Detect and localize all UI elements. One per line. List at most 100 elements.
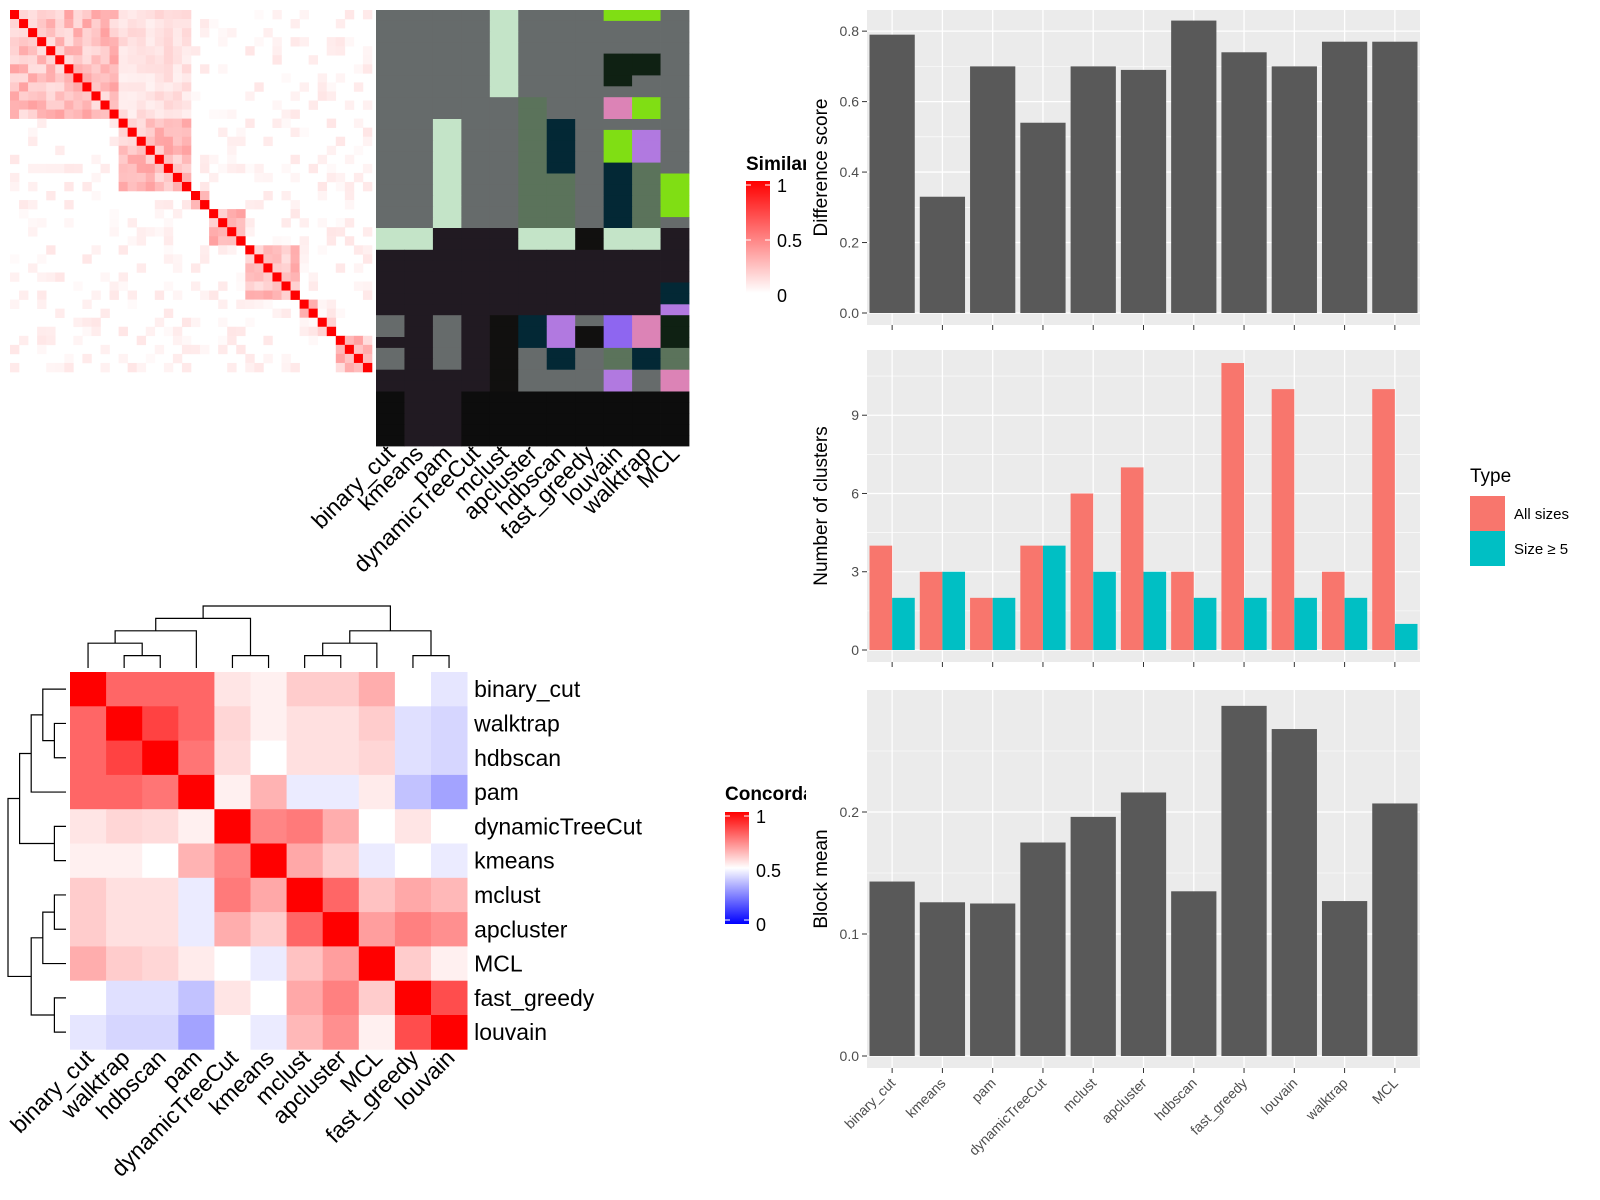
similarity-cell bbox=[335, 73, 346, 83]
similarity-cell bbox=[82, 37, 92, 47]
similarity-cell bbox=[290, 272, 300, 282]
partition-cell bbox=[432, 228, 462, 240]
similarity-cell bbox=[118, 28, 128, 38]
similarity-cell bbox=[290, 127, 300, 137]
similarity-cell bbox=[154, 10, 165, 20]
bar-all-sizes bbox=[1020, 545, 1043, 650]
partition-cell bbox=[489, 86, 519, 98]
similarity-cell bbox=[290, 263, 300, 273]
y-tick-label: 6 bbox=[851, 485, 859, 501]
similarity-cell bbox=[181, 55, 192, 65]
similarity-cell bbox=[227, 109, 237, 119]
partition-cell bbox=[632, 184, 661, 196]
dendrogram-branch bbox=[412, 655, 450, 668]
similarity-cell bbox=[181, 100, 192, 110]
similarity-cell bbox=[118, 272, 128, 282]
concordance-cell bbox=[178, 1015, 215, 1050]
similarity-cell bbox=[91, 37, 101, 47]
similarity-cell bbox=[254, 290, 264, 300]
similarity-cell bbox=[82, 46, 92, 56]
partition-cell bbox=[404, 424, 434, 436]
partition-cell bbox=[575, 315, 605, 327]
partition-cell bbox=[632, 228, 661, 240]
partition-cell bbox=[376, 260, 405, 272]
similarity-cell bbox=[100, 55, 110, 65]
similarity-cell bbox=[37, 335, 47, 346]
concordance-cell bbox=[358, 946, 396, 982]
partition-cell bbox=[632, 173, 661, 185]
partition-cell bbox=[461, 108, 491, 120]
partition-cell bbox=[461, 42, 491, 54]
concordance-cell bbox=[214, 877, 251, 913]
similarity-cell bbox=[227, 236, 237, 246]
partition-cell bbox=[575, 97, 605, 109]
similarity-cell bbox=[10, 344, 20, 355]
similarity-cell bbox=[118, 163, 128, 174]
bar-all-sizes bbox=[919, 571, 943, 650]
partition-cell bbox=[489, 217, 519, 229]
partition-cell bbox=[518, 238, 548, 251]
similarity-cell bbox=[263, 281, 273, 291]
concordance-cell bbox=[142, 980, 179, 1016]
similarity-cell bbox=[317, 218, 328, 228]
bar bbox=[1321, 41, 1368, 314]
partition-cell bbox=[432, 42, 462, 54]
partition-cell bbox=[432, 195, 462, 207]
similarity-cell bbox=[28, 37, 38, 47]
bar-size-ge-5 bbox=[1244, 597, 1267, 650]
similarity-cell bbox=[163, 64, 174, 74]
similarity-cell bbox=[353, 64, 364, 74]
similarity-cell bbox=[127, 28, 137, 38]
similarity-cell bbox=[236, 227, 246, 237]
partition-cell bbox=[461, 402, 491, 414]
partition-cell bbox=[404, 315, 434, 327]
concordance-cell bbox=[358, 809, 396, 844]
partition-cell bbox=[404, 162, 434, 174]
partition-cell bbox=[404, 358, 434, 371]
partition-cell bbox=[575, 293, 605, 305]
partition-cell bbox=[489, 64, 519, 76]
y-tick-label: 0 bbox=[851, 642, 859, 658]
similarity-cell bbox=[281, 236, 291, 246]
similarity-cell bbox=[353, 172, 364, 183]
similarity-cell bbox=[227, 145, 237, 156]
similarity-cell bbox=[200, 344, 210, 355]
similarity-cell bbox=[82, 55, 92, 65]
similarity-cell bbox=[362, 163, 373, 174]
similarity-cell bbox=[127, 55, 137, 65]
similarity-cell bbox=[263, 263, 273, 273]
partition-cell bbox=[376, 173, 405, 185]
similarity-cell bbox=[154, 109, 165, 119]
concordance-cell bbox=[106, 877, 143, 913]
x-tick-label: hdbscan bbox=[1151, 1075, 1200, 1124]
similarity-cell bbox=[326, 172, 337, 183]
similarity-cell bbox=[127, 19, 137, 29]
similarity-cell bbox=[19, 64, 29, 74]
similarity-cell bbox=[218, 236, 228, 246]
concordance-heatmap bbox=[70, 672, 468, 1050]
similarity-cell bbox=[308, 100, 318, 110]
concordance-cell bbox=[142, 1015, 179, 1050]
partition-cell bbox=[461, 413, 491, 425]
similarity-cell bbox=[181, 73, 192, 83]
similarity-cell bbox=[254, 10, 264, 20]
similarity-cell bbox=[353, 263, 364, 273]
similarity-cell bbox=[28, 136, 38, 147]
partition-cell bbox=[632, 260, 661, 272]
similarity-cell bbox=[353, 245, 364, 255]
similarity-cell bbox=[136, 64, 147, 74]
partition-cell bbox=[376, 402, 405, 414]
partition-cell bbox=[546, 424, 576, 436]
similarity-cell bbox=[308, 335, 318, 346]
similarity-cell bbox=[109, 290, 119, 300]
partition-cell bbox=[603, 108, 633, 120]
similarity-cell bbox=[290, 154, 300, 165]
similarity-cell bbox=[28, 28, 38, 38]
similarity-cell bbox=[82, 317, 92, 328]
partition-cell bbox=[518, 184, 548, 196]
partition-cell bbox=[546, 86, 576, 98]
similarity-cell bbox=[64, 109, 74, 119]
concordance-cell bbox=[431, 809, 468, 844]
similarity-cell bbox=[181, 37, 192, 47]
bar-size-ge-5 bbox=[1093, 571, 1116, 650]
